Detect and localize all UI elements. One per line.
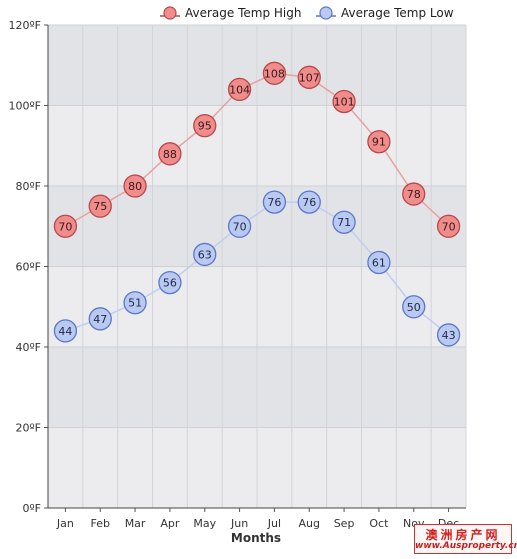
x-tick-label: Jul xyxy=(267,517,281,530)
data-point xyxy=(123,291,147,315)
x-tick-label: Apr xyxy=(160,517,180,530)
data-label: 44 xyxy=(58,325,72,338)
y-axis: 0ºF 20ºF 40ºF 60ºF 80ºF 100ºF 120ºF xyxy=(8,19,49,515)
legend-label: Average Temp Low xyxy=(341,6,454,20)
data-point xyxy=(158,142,182,166)
data-point xyxy=(193,242,217,267)
data-label: 51 xyxy=(128,297,142,310)
y-tick-label: 20ºF xyxy=(15,422,41,435)
data-label: 108 xyxy=(264,67,285,80)
data-label: 95 xyxy=(198,120,212,133)
data-point xyxy=(53,319,78,343)
y-tick-label: 40ºF xyxy=(15,341,41,354)
data-point xyxy=(332,210,356,234)
data-point xyxy=(227,77,252,102)
x-tick-label: Sep xyxy=(334,517,355,530)
y-tick-label: 0ºF xyxy=(22,502,41,515)
legend: Average Temp High Average Temp Low xyxy=(160,6,454,20)
data-point xyxy=(88,194,112,218)
x-axis: JanFebMarAprMayJunJulAugSepOctNovDec xyxy=(48,507,466,530)
data-label: 70 xyxy=(233,220,247,233)
data-point xyxy=(193,113,217,138)
data-point xyxy=(88,307,112,331)
data-label: 80 xyxy=(128,180,142,193)
data-label: 61 xyxy=(372,256,386,269)
data-label: 47 xyxy=(93,313,107,326)
data-point xyxy=(158,270,182,295)
data-label: 63 xyxy=(198,248,212,261)
data-label: 88 xyxy=(163,148,177,161)
data-point xyxy=(123,174,147,198)
data-label: 70 xyxy=(442,220,456,233)
data-point xyxy=(436,323,461,347)
legend-label: Average Temp High xyxy=(185,6,301,20)
data-label: 107 xyxy=(299,71,320,84)
watermark-url: www.Ausproperty.cn xyxy=(415,541,517,551)
y-tick-label: 100ºF xyxy=(8,100,41,113)
data-label: 101 xyxy=(334,95,355,108)
data-label: 76 xyxy=(267,196,281,209)
y-tick-label: 120ºF xyxy=(8,19,41,32)
data-point xyxy=(332,89,356,114)
data-label: 104 xyxy=(229,83,250,96)
data-point xyxy=(402,295,426,319)
watermark-text: 澳洲房产网 xyxy=(425,528,501,542)
x-axis-title: Months xyxy=(231,531,281,545)
legend-marker-icon xyxy=(163,6,177,20)
data-label: 91 xyxy=(372,136,386,149)
data-point xyxy=(262,190,287,214)
data-point xyxy=(53,214,78,238)
data-point xyxy=(367,130,391,154)
data-label: 78 xyxy=(407,188,421,201)
y-tick-label: 80ºF xyxy=(15,180,41,193)
x-tick-label: May xyxy=(193,517,216,530)
data-label: 75 xyxy=(93,200,107,213)
x-tick-label: Oct xyxy=(369,517,389,530)
data-point xyxy=(367,250,391,275)
data-point xyxy=(297,190,321,214)
x-tick-label: Aug xyxy=(299,517,320,530)
data-label: 50 xyxy=(407,301,421,314)
legend-marker-icon xyxy=(319,6,333,20)
x-tick-label: Feb xyxy=(91,517,110,530)
data-label: 56 xyxy=(163,277,177,290)
x-tick-label: Mar xyxy=(125,517,146,530)
data-point xyxy=(436,214,461,238)
series-points: 70 75 80 88 95 104 108 107 101 91 78 70 44 47 51 56 63 70… xyxy=(53,61,461,347)
data-point xyxy=(402,182,426,206)
watermark-logo: 澳洲房产网 www.Ausproperty.cn xyxy=(414,524,517,554)
data-point xyxy=(297,65,321,89)
data-label: 70 xyxy=(58,220,72,233)
data-point xyxy=(262,61,287,85)
y-tick-label: 60ºF xyxy=(15,261,41,274)
data-label: 43 xyxy=(442,329,456,342)
data-point xyxy=(227,214,252,238)
data-label: 76 xyxy=(302,196,316,209)
x-tick-label: Jun xyxy=(230,517,248,530)
x-tick-label: Jan xyxy=(56,517,74,530)
data-label: 71 xyxy=(337,216,351,229)
